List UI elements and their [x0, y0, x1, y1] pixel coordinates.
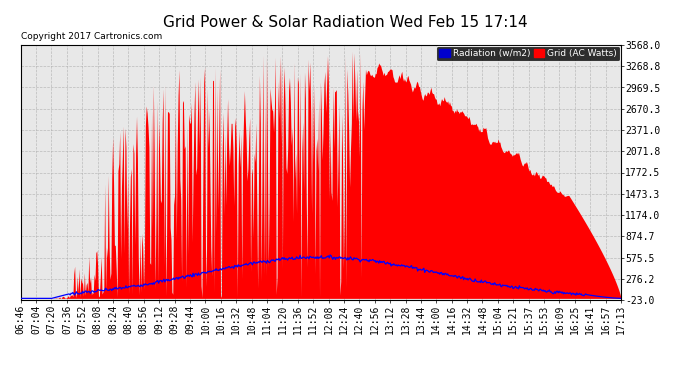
Text: Grid Power & Solar Radiation Wed Feb 15 17:14: Grid Power & Solar Radiation Wed Feb 15 …: [163, 15, 527, 30]
Text: Copyright 2017 Cartronics.com: Copyright 2017 Cartronics.com: [21, 32, 162, 41]
Legend: Radiation (w/m2), Grid (AC Watts): Radiation (w/m2), Grid (AC Watts): [436, 46, 620, 61]
